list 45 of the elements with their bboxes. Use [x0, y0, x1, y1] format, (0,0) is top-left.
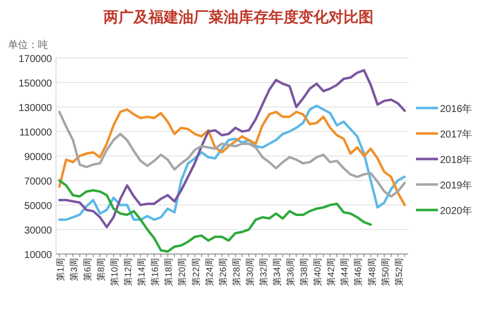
x-tick-label: 第38周 [299, 258, 310, 286]
y-tick-label: 50000 [24, 201, 52, 212]
y-tick-label: 170000 [18, 54, 52, 65]
x-tick-label: 第22周 [190, 258, 201, 286]
x-tick-label: 第32周 [258, 258, 268, 286]
legend-label: 2017年 [440, 128, 472, 140]
x-tick-label: 第18周 [164, 258, 174, 286]
legend-label: 2020年 [440, 205, 472, 217]
line-series [58, 69, 406, 228]
x-tick-label: 第30周 [244, 258, 255, 286]
legend-label: 2016年 [440, 103, 472, 115]
line-series [58, 104, 406, 221]
chart-title: 两广及福建油厂菜油库存年度变化对比图 [102, 8, 374, 26]
y-tick-label: 150000 [18, 78, 52, 90]
x-tick-label: 第10周 [110, 258, 120, 286]
x-tick-label: 第44周 [340, 258, 350, 286]
x-tick-label: 第50周 [380, 258, 390, 286]
y-tick-label: 10000 [24, 250, 52, 261]
x-tick-label: 第3周 [68, 258, 79, 282]
y-tick-label: 90000 [24, 152, 52, 163]
x-tick-label: 第36周 [286, 258, 296, 286]
x-tick-label: 第48周 [366, 258, 377, 286]
y-tick-label: 30000 [24, 226, 52, 236]
y-tick-label: 110000 [19, 128, 52, 138]
x-tick-label: 第24周 [204, 258, 214, 286]
x-tick-label: 第40周 [312, 258, 323, 286]
x-tick-label: 第1周 [55, 258, 66, 282]
x-tick-label: 第42周 [326, 258, 336, 286]
x-tick-label: 第12周 [123, 258, 134, 286]
y-tick-label: 130000 [18, 103, 52, 114]
x-tick-label: 第6周 [82, 258, 92, 282]
legend-label: 2019年 [440, 180, 472, 192]
x-tick-label: 第20周 [177, 258, 188, 286]
x-tick-label: 第46周 [353, 258, 364, 286]
text: 单位：吨 [8, 39, 48, 51]
x-tick-label: 第26周 [218, 258, 228, 286]
x-tick-label: 第28周 [231, 258, 242, 286]
x-tick-label: 第34周 [272, 258, 282, 286]
x-tick-label: 第8周 [96, 258, 106, 282]
legend-label: 2018年 [440, 154, 472, 166]
y-tick-label: 70000 [24, 176, 52, 188]
line-series [58, 179, 372, 253]
x-tick-label: 第16周 [150, 258, 160, 286]
x-tick-label: 第14周 [136, 258, 147, 286]
x-tick-label: 第52周 [394, 258, 404, 286]
